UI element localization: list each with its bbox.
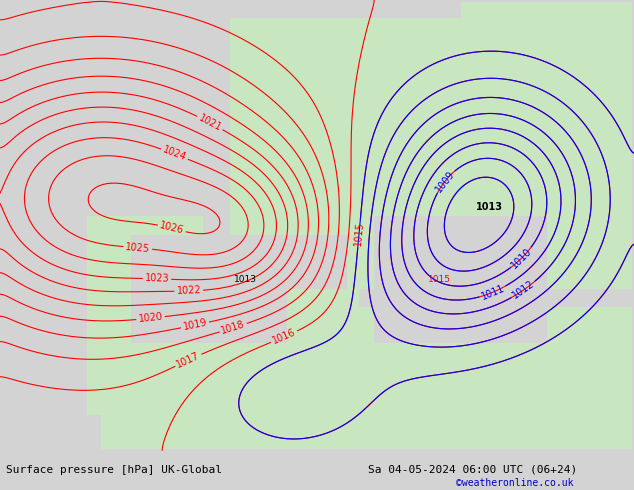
Text: 1012: 1012 [510, 279, 536, 301]
Text: 1011: 1011 [479, 283, 506, 301]
Text: 1015: 1015 [353, 220, 365, 246]
Text: 1020: 1020 [138, 312, 164, 324]
Text: 1024: 1024 [161, 145, 188, 163]
Text: 1021: 1021 [197, 113, 223, 133]
Text: 1019: 1019 [182, 318, 208, 332]
Text: 1010: 1010 [509, 246, 534, 270]
Text: 1026: 1026 [158, 220, 185, 236]
Text: Sa 04-05-2024 06:00 UTC (06+24): Sa 04-05-2024 06:00 UTC (06+24) [368, 465, 577, 474]
Text: 1013: 1013 [476, 202, 503, 212]
Text: 1017: 1017 [175, 350, 202, 370]
Text: 1025: 1025 [125, 242, 151, 254]
Text: 1022: 1022 [176, 286, 201, 296]
Text: 1013: 1013 [233, 275, 257, 284]
Text: 1009: 1009 [434, 169, 456, 194]
Text: ©weatheronline.co.uk: ©weatheronline.co.uk [456, 478, 574, 488]
Text: 1023: 1023 [145, 273, 169, 284]
Text: 1016: 1016 [271, 327, 297, 346]
Text: 1015: 1015 [428, 275, 451, 284]
Text: 1018: 1018 [220, 319, 247, 336]
Text: Surface pressure [hPa] UK-Global: Surface pressure [hPa] UK-Global [6, 465, 223, 474]
